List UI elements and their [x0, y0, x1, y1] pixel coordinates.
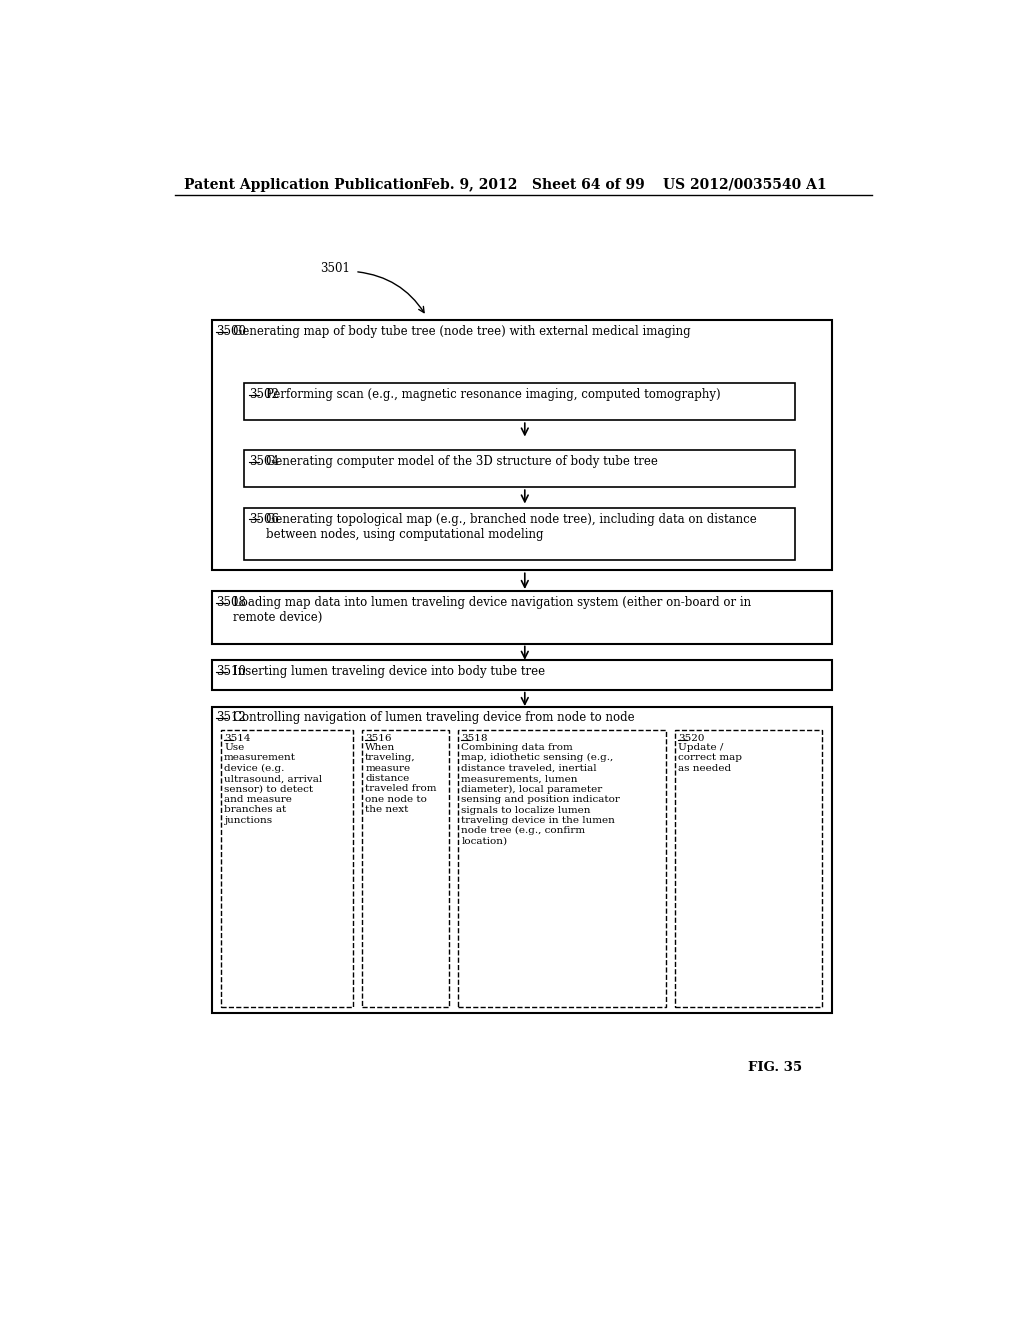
Bar — [675, 730, 822, 1007]
Bar — [212, 321, 831, 570]
Bar — [212, 660, 831, 689]
Text: 3514: 3514 — [224, 734, 251, 743]
Bar — [221, 730, 352, 1007]
Text: Controlling navigation of lumen traveling device from node to node: Controlling navigation of lumen travelin… — [233, 711, 635, 725]
Text: 3508: 3508 — [216, 595, 246, 609]
Text: Generating computer model of the 3D structure of body tube tree: Generating computer model of the 3D stru… — [265, 455, 657, 467]
Text: Use
measurement
device (e.g.
ultrasound, arrival
sensor) to detect
and measure
b: Use measurement device (e.g. ultrasound,… — [224, 743, 323, 825]
Text: When
traveling,
measure
distance
traveled from
one node to
the next: When traveling, measure distance travele… — [366, 743, 436, 814]
Text: Patent Application Publication: Patent Application Publication — [183, 178, 424, 191]
Text: Inserting lumen traveling device into body tube tree: Inserting lumen traveling device into bo… — [233, 665, 545, 678]
Text: 3518: 3518 — [461, 734, 487, 743]
Bar — [245, 383, 795, 420]
Text: 3501: 3501 — [321, 263, 350, 276]
Text: US 2012/0035540 A1: US 2012/0035540 A1 — [663, 178, 826, 191]
Text: Generating topological map (e.g., branched node tree), including data on distanc: Generating topological map (e.g., branch… — [265, 512, 757, 541]
Bar — [212, 706, 831, 1014]
Text: Loading map data into lumen traveling device navigation system (either on-board : Loading map data into lumen traveling de… — [233, 595, 752, 624]
Text: Combining data from
map, idiothetic sensing (e.g.,
distance traveled, inertial
m: Combining data from map, idiothetic sens… — [461, 743, 621, 846]
Text: Performing scan (e.g., magnetic resonance imaging, computed tomography): Performing scan (e.g., magnetic resonanc… — [265, 388, 720, 401]
Text: 3516: 3516 — [366, 734, 391, 743]
Text: Feb. 9, 2012   Sheet 64 of 99: Feb. 9, 2012 Sheet 64 of 99 — [423, 178, 645, 191]
Text: Generating map of body tube tree (node tree) with external medical imaging: Generating map of body tube tree (node t… — [233, 325, 690, 338]
Text: 3510: 3510 — [216, 665, 246, 678]
Bar — [245, 508, 795, 561]
Text: 3500: 3500 — [216, 325, 247, 338]
Bar — [458, 730, 666, 1007]
Text: 3512: 3512 — [216, 711, 246, 725]
Bar — [212, 591, 831, 644]
Text: FIG. 35: FIG. 35 — [748, 1061, 802, 1074]
Text: Update /
correct map
as needed: Update / correct map as needed — [678, 743, 742, 772]
Text: 3502: 3502 — [249, 388, 279, 401]
Text: 3504: 3504 — [249, 455, 279, 467]
Text: 3506: 3506 — [249, 512, 279, 525]
Bar — [362, 730, 449, 1007]
Text: 3520: 3520 — [678, 734, 705, 743]
Bar — [245, 450, 795, 487]
